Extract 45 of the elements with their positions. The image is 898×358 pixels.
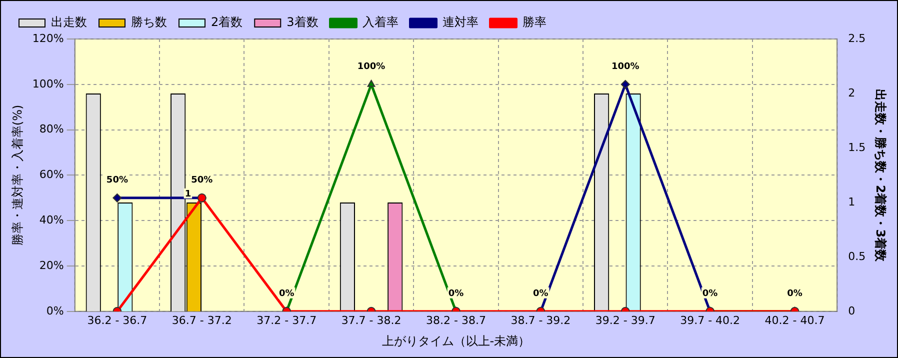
y-tick-label: 100%	[32, 77, 64, 90]
data-label: 0%	[448, 289, 464, 300]
y-tick-label: 60%	[39, 168, 64, 182]
y-tick-label: 20%	[39, 258, 64, 272]
legend-label: 勝率	[522, 15, 546, 30]
data-label: 0%	[702, 289, 718, 300]
point	[112, 193, 122, 202]
y2-tick-label: 0	[848, 304, 856, 318]
data-label: 100%	[357, 62, 386, 72]
legend-label: 連対率	[442, 15, 478, 30]
x-tick-label: 39.2 - 39.7	[595, 314, 656, 327]
data-label: 100%	[611, 62, 640, 72]
legend-label: 出走数	[51, 15, 87, 30]
y2-axis-title: 出走数・勝ち数・2着数・3着数	[874, 88, 888, 263]
y-tick-label: 80%	[39, 122, 64, 136]
legend-label: 入着率	[362, 15, 398, 30]
data-label: 0%	[533, 289, 548, 300]
x-axis-title: 上がりタイム（以上-未満）	[382, 334, 530, 348]
x-tick-label: 37.7 - 38.2	[341, 314, 402, 327]
data-label: 1	[184, 189, 192, 200]
x-tick-label: 37.2 - 37.7	[256, 314, 317, 327]
x-tick-label: 39.7 - 40.2	[680, 314, 740, 327]
y2-tick-label: 2	[848, 86, 856, 100]
legend-label: 2着数	[211, 15, 243, 30]
data-label: 50%	[106, 176, 128, 186]
y-tick-label: 40%	[39, 213, 64, 226]
y2-tick-label: 2.5	[848, 32, 866, 45]
y-tick-label: 0%	[46, 304, 64, 318]
y2-tick-label: 0.5	[848, 250, 866, 263]
data-label: 0%	[278, 289, 294, 300]
point	[620, 80, 630, 89]
y-tick-label: 120%	[32, 32, 64, 45]
x-tick-label: 38.7 - 39.2	[510, 314, 571, 327]
data-label: 50%	[191, 176, 213, 186]
legend-label: 3着数	[286, 15, 318, 30]
point	[367, 80, 376, 87]
x-tick-label: 40.2 - 40.7	[764, 314, 825, 327]
legend-label: 勝ち数	[131, 15, 167, 30]
x-tick-label: 38.2 - 38.7	[426, 314, 486, 327]
y2-tick-label: 1.5	[848, 140, 866, 154]
x-tick-label: 36.7 - 37.2	[172, 314, 232, 327]
x-tick-label: 36.2 - 36.7	[87, 314, 148, 327]
y2-tick-label: 1	[848, 195, 856, 208]
y-axis-title: 勝率・連対率・入着率(%)	[10, 104, 24, 246]
data-label: 0%	[787, 289, 802, 300]
